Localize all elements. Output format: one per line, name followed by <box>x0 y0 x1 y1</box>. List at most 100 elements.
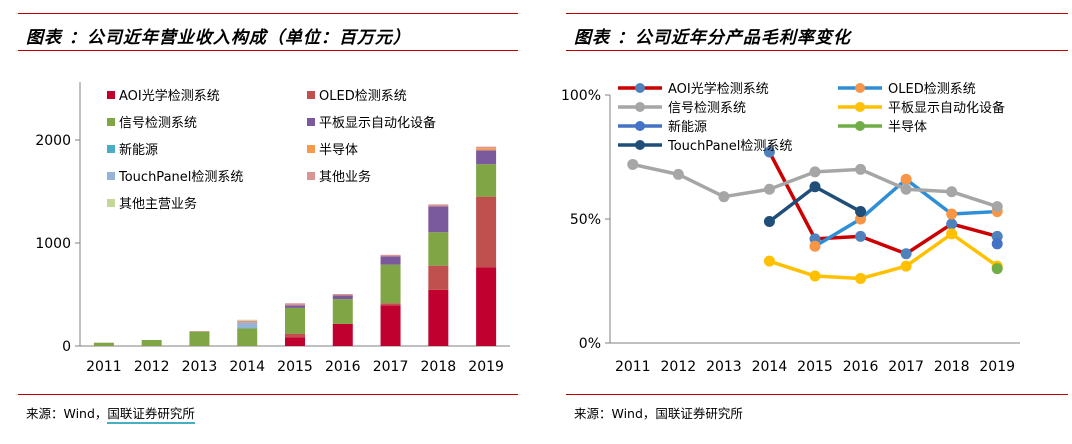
x-tick-label: 2013 <box>706 359 742 375</box>
data-point <box>855 273 867 285</box>
title-rule <box>566 50 1068 51</box>
legend-label: AOI光学检测系统 <box>668 81 769 97</box>
legend-marker <box>635 102 645 112</box>
bar-segment <box>93 342 114 346</box>
legend-label: 新能源 <box>668 119 707 135</box>
bar-segment <box>380 254 401 257</box>
x-tick-label: 2017 <box>888 359 924 375</box>
bar-segment <box>285 337 305 346</box>
bar-segment <box>380 256 401 265</box>
bar-segment <box>476 148 497 151</box>
data-point <box>900 173 912 185</box>
data-point <box>763 255 775 267</box>
x-tick-label: 2011 <box>615 359 651 375</box>
bar-segment <box>476 267 497 346</box>
data-point <box>991 263 1003 275</box>
bar-segment <box>428 206 449 233</box>
bar-segment <box>332 299 353 324</box>
bar-segment <box>285 333 305 338</box>
y-tick-label: 0% <box>579 336 601 352</box>
data-point <box>809 181 821 193</box>
bar-segment <box>237 322 258 329</box>
bar-segment <box>428 265 449 290</box>
bar-segment <box>428 232 449 266</box>
bar-segment <box>237 320 258 323</box>
bar-segment <box>428 204 449 207</box>
data-point <box>627 158 639 170</box>
x-tick-label: 2018 <box>934 359 970 375</box>
data-point <box>991 201 1003 213</box>
bar-segment <box>285 305 305 308</box>
x-tick-label: 2013 <box>182 359 218 375</box>
x-tick-label: 2019 <box>468 359 504 375</box>
x-tick-label: 2014 <box>229 359 265 375</box>
left-chart-panel: 图表 ：公司近年营业收入构成（单位：百万元） 0 1000 2000 2011 2012… <box>0 0 522 444</box>
legend-label: AOI光学检测系统 <box>119 88 220 104</box>
data-point <box>809 240 821 252</box>
bar-segment <box>428 289 449 346</box>
legend-label: OLED检测系统 <box>319 89 407 104</box>
data-point <box>900 248 912 260</box>
x-tick-label: 2016 <box>843 359 879 375</box>
source-note: 来源：Wind，国联证券研究所 <box>574 406 743 421</box>
legend-label: TouchPanel检测系统 <box>118 170 243 185</box>
bar-segment <box>332 295 353 300</box>
data-point <box>763 183 775 195</box>
data-point <box>809 166 821 178</box>
legend-label: 其他主营业务 <box>119 196 197 212</box>
data-point <box>763 146 775 158</box>
legend-marker <box>635 121 645 131</box>
title-rule <box>18 50 518 51</box>
source-org: 国联证券研究所 <box>107 406 195 424</box>
x-tick-label: 2014 <box>752 359 788 375</box>
bottom-rule <box>18 394 518 395</box>
bar-segment <box>189 331 210 332</box>
series-line <box>767 151 998 256</box>
legend-marker <box>855 102 865 112</box>
legend-label: 平板显示自动化设备 <box>319 115 436 131</box>
legend-marker <box>635 140 645 150</box>
data-point <box>946 228 958 240</box>
x-tick-label: 2016 <box>325 359 361 375</box>
x-tick-label: 2019 <box>979 359 1015 375</box>
legend-swatch <box>307 91 315 99</box>
x-tick-label: 2017 <box>373 359 409 375</box>
data-point <box>855 163 867 175</box>
source-prefix: 来源：Wind， <box>26 406 108 421</box>
data-point <box>763 215 775 227</box>
legend-label: TouchPanel检测系统 <box>667 139 792 154</box>
x-tick-label: 2018 <box>421 359 457 375</box>
y-tick-label: 100% <box>561 88 601 104</box>
bar-segment <box>141 340 162 346</box>
bar-segment <box>237 328 258 346</box>
bar-segment <box>476 150 497 165</box>
x-tick-label: 2012 <box>661 359 697 375</box>
data-point <box>946 218 958 230</box>
bar-segment <box>380 264 401 304</box>
bar-segment <box>476 196 497 268</box>
y-tick-label: 0 <box>62 339 71 355</box>
data-point <box>991 238 1003 250</box>
bar-segment <box>476 146 497 149</box>
bar-segment <box>285 307 305 334</box>
data-point <box>672 168 684 180</box>
legend-marker <box>635 83 645 93</box>
bar-segment <box>476 164 497 197</box>
chart-title: 图表 ：公司近年营业收入构成（单位：百万元） <box>26 28 411 48</box>
x-tick-label: 2012 <box>134 359 170 375</box>
data-point <box>946 208 958 220</box>
legend-label: 平板显示自动化设备 <box>888 100 1005 116</box>
legend-label: 其他业务 <box>319 169 371 185</box>
revenue-stacked-bar-chart: 0 1000 2000 2011 2012 2013 2014 2015 2016 2017 201… <box>35 82 510 375</box>
top-rule <box>18 13 518 14</box>
bar-segment <box>237 319 258 321</box>
bar-segment <box>189 331 210 346</box>
y-tick-label: 1000 <box>35 236 71 252</box>
data-point <box>718 191 730 203</box>
x-tick-label: 2015 <box>277 359 313 375</box>
data-point <box>900 183 912 195</box>
data-point <box>900 260 912 272</box>
data-point <box>809 270 821 282</box>
legend-label: 半导体 <box>888 120 927 135</box>
bar-segment <box>380 305 401 346</box>
